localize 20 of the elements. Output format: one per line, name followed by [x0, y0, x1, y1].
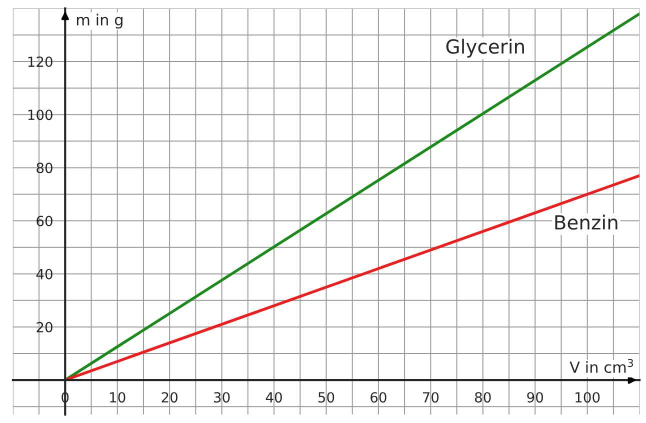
x-tick-label: 100	[576, 392, 600, 403]
x-tick-label: 20	[162, 392, 178, 403]
x-axis-title: V in cm$^{3}$	[570, 358, 634, 373]
x-tick-label: 60	[370, 392, 386, 403]
series-label: Benzin	[555, 214, 618, 230]
y-tick-label: 100	[28, 110, 52, 120]
y-tick-label: 60	[36, 216, 52, 226]
x-tick-label: 10	[110, 392, 126, 403]
y-axis-title: m in g	[76, 14, 122, 29]
y-tick-label: 80	[36, 162, 52, 174]
x-tick-label: 50	[318, 392, 334, 403]
x-tick-label: 90	[527, 392, 544, 403]
y-tick-label: 40	[36, 268, 52, 280]
y-tick-label: 120	[28, 56, 52, 68]
y-tick-label: 20	[36, 322, 52, 332]
x-tick-label: 70	[422, 392, 439, 403]
x-tick-label: 30	[214, 392, 230, 403]
x-tick-label: 80	[474, 392, 491, 403]
x-tick-label: 40	[266, 392, 282, 403]
series-label: Glycerin	[446, 38, 524, 58]
